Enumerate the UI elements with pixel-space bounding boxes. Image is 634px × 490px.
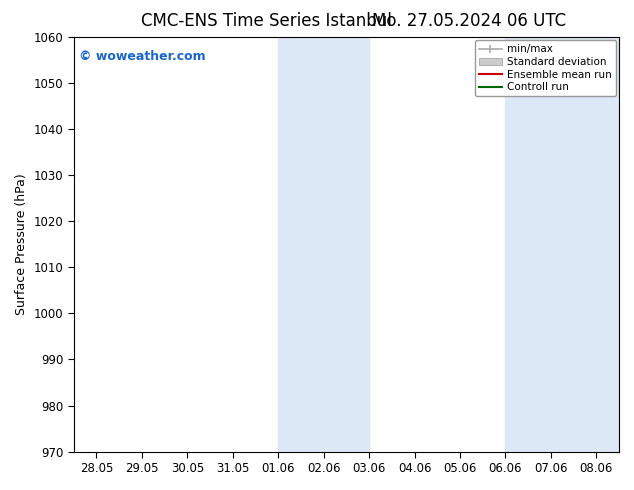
Text: Mo. 27.05.2024 06 UTC: Mo. 27.05.2024 06 UTC [372, 12, 566, 30]
Bar [505, 37, 619, 452]
Text: © woweather.com: © woweather.com [79, 49, 206, 63]
Text: CMC-ENS Time Series Istanbul: CMC-ENS Time Series Istanbul [141, 12, 392, 30]
Bar [278, 37, 369, 452]
Legend: min/max, Standard deviation, Ensemble mean run, Controll run: min/max, Standard deviation, Ensemble me… [475, 40, 616, 97]
Y-axis label: Surface Pressure (hPa): Surface Pressure (hPa) [15, 173, 28, 315]
